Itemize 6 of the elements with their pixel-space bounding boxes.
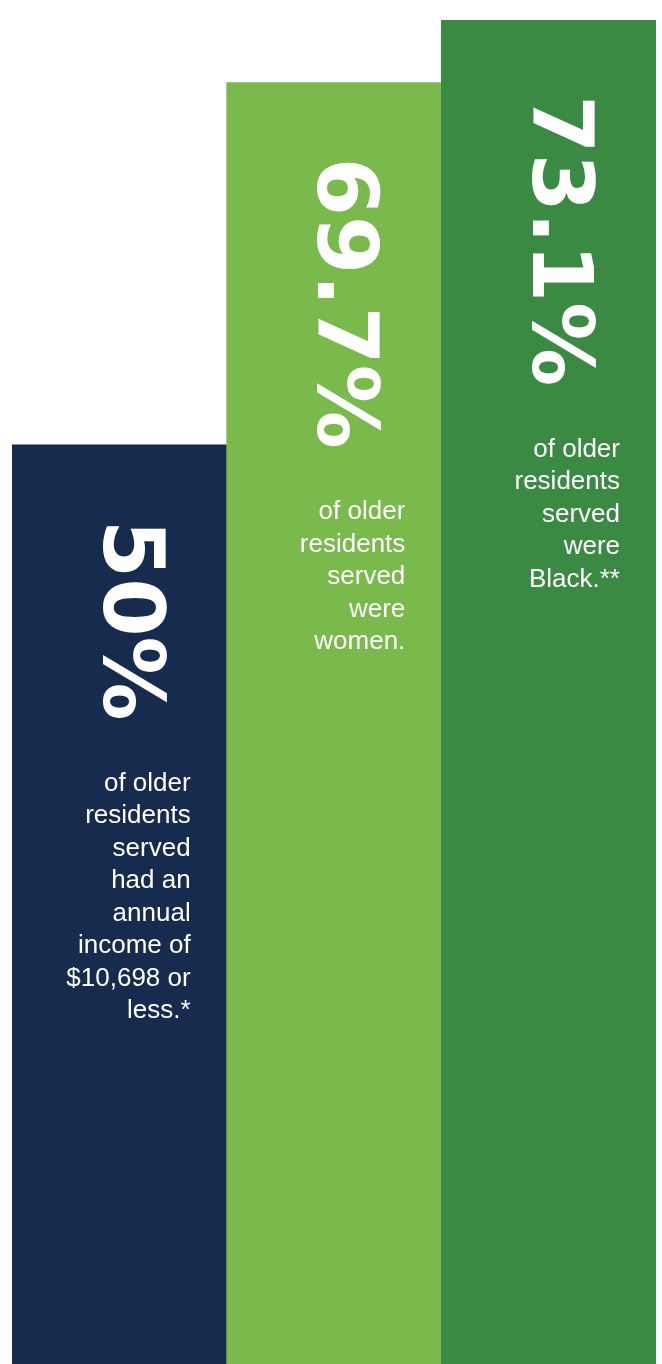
data-label: 50%: [83, 519, 182, 721]
data-label: 73.1%: [512, 95, 611, 387]
data-label: 69.7%: [298, 157, 397, 449]
annotation: of older residents served were women.: [299, 495, 406, 656]
annotation: of older residents served had an annual income of $10,698 or less.*: [66, 766, 192, 1025]
annotation: of older residents served were Black.**: [514, 432, 621, 593]
